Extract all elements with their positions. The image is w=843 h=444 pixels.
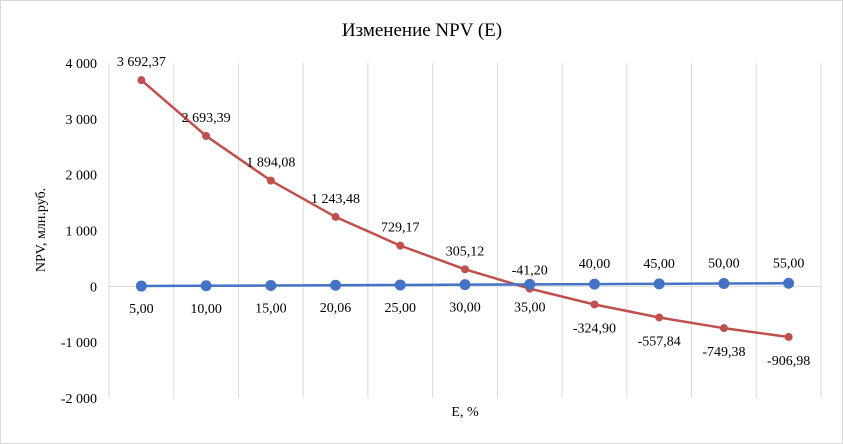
data-point-npv xyxy=(331,212,340,221)
data-point-npv xyxy=(137,76,146,85)
data-point-npv xyxy=(590,300,599,309)
data-point-e xyxy=(330,279,342,291)
data-point-npv xyxy=(461,265,469,274)
data-label-npv: -749,38 xyxy=(702,345,745,360)
y-tick-label: 2 000 xyxy=(66,169,98,184)
data-label-npv: 1 243,48 xyxy=(311,192,360,207)
y-tick-label: -2 000 xyxy=(61,392,97,407)
data-label-e: 55,00 xyxy=(773,256,805,271)
data-label-e: 40,00 xyxy=(579,257,611,272)
data-label-npv: -557,84 xyxy=(638,334,681,349)
y-tick-label: -1 000 xyxy=(61,336,97,351)
data-label-npv: 1 894,08 xyxy=(246,156,295,171)
data-label-npv: 3 692,37 xyxy=(117,55,166,70)
data-label-e: 5,00 xyxy=(129,302,154,317)
y-tick-label: 3 000 xyxy=(66,113,98,128)
data-point-npv xyxy=(719,324,728,333)
y-tick-label: 1 000 xyxy=(66,225,98,240)
data-label-npv: -324,90 xyxy=(573,321,616,336)
data-point-npv xyxy=(396,241,405,250)
data-point-e xyxy=(524,278,536,290)
data-point-npv xyxy=(202,131,211,140)
data-point-e xyxy=(459,279,471,291)
y-tick-label: 4 000 xyxy=(66,57,98,72)
data-label-e: 10,00 xyxy=(190,302,222,317)
data-point-e xyxy=(718,278,730,290)
series-layer xyxy=(135,76,795,341)
data-point-e xyxy=(200,280,212,292)
data-label-npv: 729,17 xyxy=(381,221,420,236)
data-label-e: 30,00 xyxy=(449,301,481,316)
data-point-e xyxy=(135,280,147,292)
y-axis-ticks: -2 000 -1 000 0 1 000 2 000 3 000 4 000 xyxy=(61,57,97,407)
x-axis-title: E, % xyxy=(451,405,479,420)
y-axis-title: NPV, млн.руб. xyxy=(34,188,49,272)
data-label-e: 25,00 xyxy=(385,301,417,316)
data-label-e: 35,00 xyxy=(514,300,546,315)
data-label-e: 50,00 xyxy=(708,257,740,272)
data-labels: 5,00 10,00 15,00 20,06 25,00 30,00 35,00 40,00 4… xyxy=(117,55,810,369)
chart-title: Изменение NPV (E) xyxy=(342,20,502,41)
data-point-e xyxy=(588,278,600,290)
data-label-npv: -906,98 xyxy=(767,354,810,369)
y-tick-label: 0 xyxy=(90,280,97,295)
data-label-npv: 305,12 xyxy=(446,244,485,259)
data-label-npv: 2 693,39 xyxy=(182,111,231,126)
data-label-e: 45,00 xyxy=(643,257,675,272)
data-point-e xyxy=(394,279,406,291)
data-point-npv xyxy=(784,332,793,341)
data-point-npv xyxy=(266,176,275,185)
data-label-e: 20,06 xyxy=(320,301,352,316)
data-point-npv xyxy=(655,313,664,322)
data-point-e xyxy=(783,277,795,289)
data-point-e xyxy=(265,279,277,291)
data-label-npv: -41,20 xyxy=(512,264,548,279)
data-label-e: 15,00 xyxy=(255,301,287,316)
data-point-e xyxy=(653,278,665,290)
